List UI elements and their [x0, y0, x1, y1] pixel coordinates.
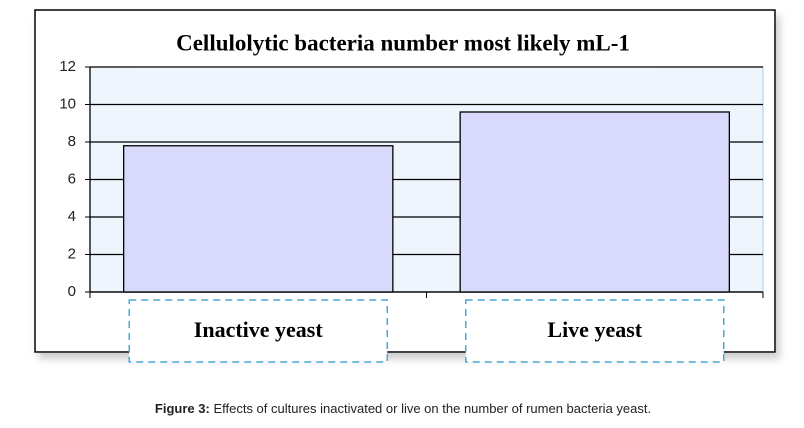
bar [123, 145, 394, 293]
category-box [128, 299, 388, 363]
y-tick-label: 0 [68, 283, 76, 300]
y-tick-label: 8 [68, 133, 76, 150]
chart-title: Cellulolytic bacteria number most likely… [176, 30, 630, 55]
figure-caption: Figure 3: Effects of cultures inactivate… [155, 401, 651, 416]
y-tick-label: 10 [59, 95, 76, 112]
x-tick-label: Live yeast [547, 317, 642, 342]
x-tick-label: Inactive yeast [194, 317, 324, 342]
category-box [465, 299, 725, 363]
caption-text: Effects of cultures inactivated or live … [213, 401, 651, 416]
y-tick-label: 4 [68, 208, 76, 225]
title-background [135, 28, 660, 68]
y-tick-label: 6 [68, 170, 76, 187]
figure-label: Figure 3: [155, 401, 210, 416]
y-tick-label: 2 [68, 245, 76, 262]
bar [459, 111, 731, 293]
y-tick-label: 12 [59, 58, 76, 75]
